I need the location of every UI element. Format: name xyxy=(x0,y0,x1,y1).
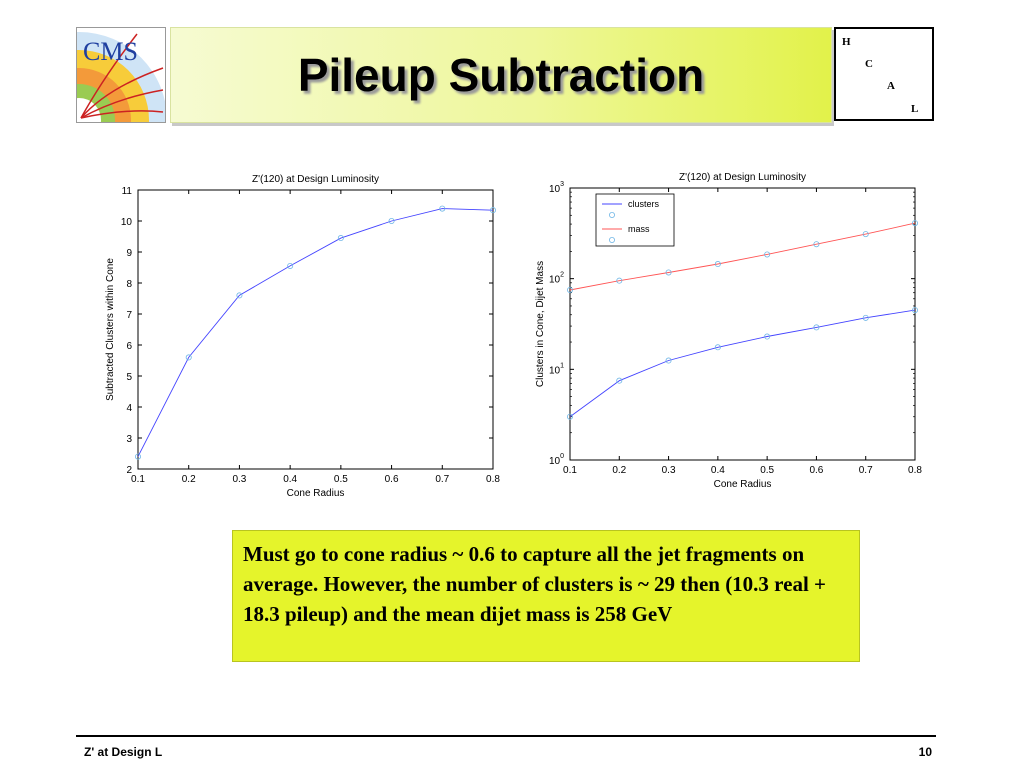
y-tick-base: 10 xyxy=(549,456,561,467)
hcal-letter-h: H xyxy=(842,36,851,48)
conclusion-callout: Must go to cone radius ~ 0.6 to capture … xyxy=(232,530,860,662)
y-tick-base: 10 xyxy=(549,275,561,286)
y-tick-label: 7 xyxy=(126,310,132,321)
footer-label: Z' at Design L xyxy=(84,745,163,759)
data-point xyxy=(665,357,672,364)
y-tick-label: 11 xyxy=(122,186,133,197)
x-tick-label: 0.3 xyxy=(232,474,246,485)
data-point xyxy=(616,377,623,384)
series-line-series-0 xyxy=(137,208,494,457)
hcal-letter-l: L xyxy=(911,103,919,115)
data-point xyxy=(616,277,623,284)
legend-box xyxy=(595,193,675,247)
cms-logo-text: CMS xyxy=(83,37,138,66)
x-tick-label: 0.7 xyxy=(859,465,873,476)
x-tick-label: 0.8 xyxy=(486,474,500,485)
footer-divider xyxy=(76,735,936,737)
x-tick-label: 0.5 xyxy=(760,465,774,476)
data-point xyxy=(135,453,142,460)
x-axis-label: Cone Radius xyxy=(287,488,345,499)
x-tick-label: 0.2 xyxy=(182,474,196,485)
data-point xyxy=(862,231,869,238)
series-line-mass xyxy=(569,222,916,291)
data-point xyxy=(287,262,294,269)
hcal-box: H C A L xyxy=(834,27,934,121)
x-tick-label: 0.6 xyxy=(809,465,823,476)
x-tick-label: 0.1 xyxy=(131,474,145,485)
x-tick-label: 0.2 xyxy=(612,465,626,476)
data-point xyxy=(567,286,574,293)
y-tick-label: 4 xyxy=(126,403,132,414)
legend-entry-clusters: clusters xyxy=(628,199,660,209)
page-number: 10 xyxy=(918,745,932,759)
y-tick-exponent: 1 xyxy=(560,362,564,369)
x-tick-label: 0.4 xyxy=(711,465,725,476)
data-point xyxy=(911,220,918,227)
y-tick-label: 8 xyxy=(126,279,132,290)
x-tick-label: 0.4 xyxy=(283,474,297,485)
y-tick-label: 6 xyxy=(126,341,132,352)
y-tick-exponent: 0 xyxy=(560,453,564,460)
legend-entry-mass: mass xyxy=(628,224,650,234)
hcal-letter-a: A xyxy=(887,80,895,92)
page-title: Pileup Subtraction xyxy=(297,49,705,101)
data-point xyxy=(813,324,820,331)
data-point xyxy=(764,333,771,340)
y-tick-base: 10 xyxy=(549,184,561,195)
cms-logo: CMS xyxy=(76,27,166,123)
chart-title: Z'(120) at Design Luminosity xyxy=(252,174,379,185)
y-tick-base: 10 xyxy=(549,365,561,376)
y-tick-label: 2 xyxy=(126,465,132,476)
y-tick-label: 9 xyxy=(126,248,132,259)
y-tick-label: 100 xyxy=(549,453,564,467)
x-tick-label: 0.5 xyxy=(334,474,348,485)
x-tick-label: 0.7 xyxy=(435,474,449,485)
x-tick-label: 0.3 xyxy=(662,465,676,476)
data-point xyxy=(567,413,574,420)
y-axis-label: Subtracted Clusters within Cone xyxy=(105,258,116,401)
y-tick-label: 3 xyxy=(126,434,132,445)
y-tick-label: 10 xyxy=(121,217,133,228)
plot-frame xyxy=(137,189,494,470)
data-point xyxy=(911,307,918,314)
data-point xyxy=(439,205,446,212)
data-point xyxy=(337,235,344,242)
clusters-vs-radius-svg: Z'(120) at Design Luminosity 0.1 0.2 0.3 0.4… xyxy=(105,174,500,499)
legend-marker-clusters xyxy=(609,212,616,219)
title-banner: Pileup Subtraction xyxy=(170,27,832,123)
y-tick-exponent: 3 xyxy=(560,181,564,188)
clusters-mass-log-chart: Z'(120) at Design Luminosity 0.1 0.2 0.3 0.4… xyxy=(525,165,925,495)
cms-logo-graphic: CMS xyxy=(77,28,165,122)
y-tick-label: 5 xyxy=(126,372,132,383)
x-tick-label: 0.1 xyxy=(563,465,577,476)
data-point xyxy=(236,292,243,299)
data-point xyxy=(489,207,496,214)
hcal-letter-c: C xyxy=(865,58,873,70)
data-point xyxy=(714,344,721,351)
data-point xyxy=(185,354,192,361)
clusters-vs-radius-chart: Z'(120) at Design Luminosity 0.1 0.2 0.3 0.4… xyxy=(95,165,505,505)
y-tick-label: 102 xyxy=(549,272,564,286)
data-point xyxy=(764,251,771,258)
legend-marker-mass xyxy=(609,237,616,244)
x-tick-label: 0.8 xyxy=(908,465,922,476)
y-tick-exponent: 2 xyxy=(560,272,564,279)
y-tick-label: 103 xyxy=(549,181,564,195)
x-tick-label: 0.6 xyxy=(385,474,399,485)
y-axis-label: Clusters in Cone, Dijet Mass xyxy=(535,261,546,387)
data-point xyxy=(665,269,672,276)
y-tick-label: 101 xyxy=(549,362,564,376)
x-axis-label: Cone Radius xyxy=(714,479,772,490)
data-point xyxy=(388,218,395,225)
chart-title: Z'(120) at Design Luminosity xyxy=(679,172,806,183)
clusters-mass-log-svg: Z'(120) at Design Luminosity 0.1 0.2 0.3 0.4… xyxy=(535,172,922,490)
series-line-clusters xyxy=(569,309,916,418)
data-point xyxy=(862,314,869,321)
data-point xyxy=(714,261,721,268)
data-point xyxy=(813,241,820,248)
